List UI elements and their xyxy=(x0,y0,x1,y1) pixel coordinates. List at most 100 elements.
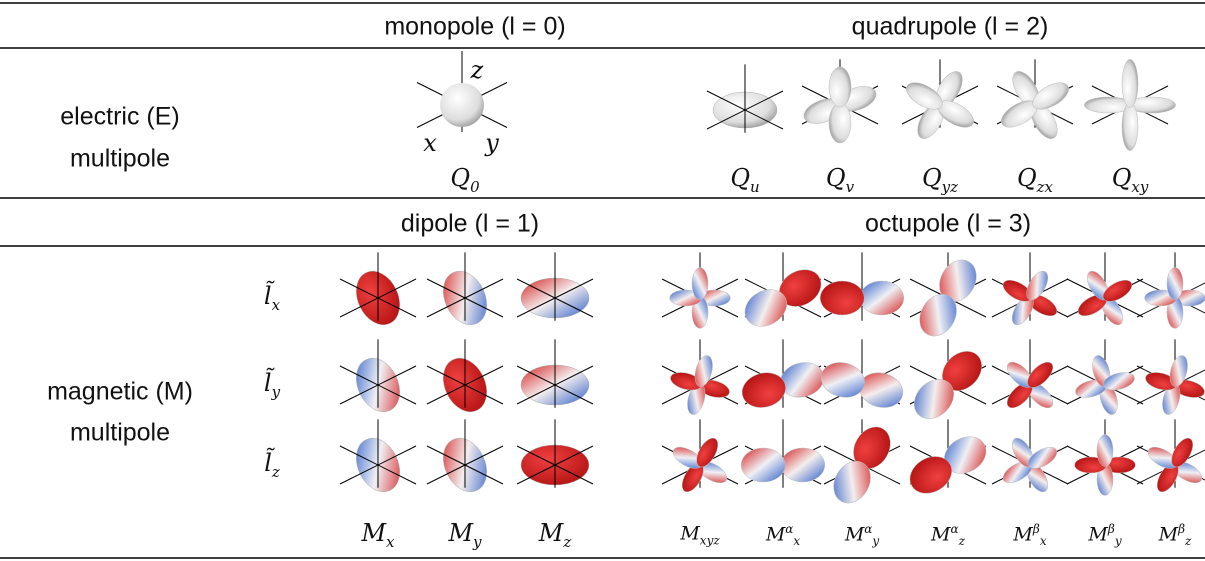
orbital-shape xyxy=(427,252,503,331)
math-label: Qzx xyxy=(1017,164,1053,196)
label-part: l̃ xyxy=(264,449,272,477)
orbital-shape xyxy=(906,339,989,426)
orbital-shape xyxy=(910,252,986,342)
label-part: l̃ xyxy=(264,282,272,310)
row-label: multipole xyxy=(70,145,170,174)
row-label: magnetic (M) xyxy=(47,378,193,407)
orbital-shape xyxy=(992,339,1068,412)
orbital-shape xyxy=(417,51,507,132)
orbital-shape xyxy=(662,339,738,416)
orbital-shape xyxy=(817,339,907,412)
orbital-shape xyxy=(824,419,900,509)
label-part: x xyxy=(1040,534,1047,548)
label-part: x xyxy=(793,534,800,548)
orbital-shape xyxy=(992,252,1068,328)
orbital-shape xyxy=(1084,59,1175,150)
math-label: l̃y xyxy=(264,369,280,401)
label-part: 0 xyxy=(470,178,480,196)
label-part: Q xyxy=(826,164,846,192)
orbital-shape xyxy=(427,339,503,418)
row-label: multipole xyxy=(70,419,170,448)
orbital-shape xyxy=(707,64,783,132)
orbital-shape xyxy=(340,419,416,498)
label-part: x xyxy=(272,296,280,314)
orbital-shape xyxy=(1137,252,1205,328)
orbital-shape xyxy=(662,419,738,495)
label-part: yz xyxy=(942,178,958,196)
math-label: Mx xyxy=(361,519,394,551)
orbital-shape xyxy=(820,252,904,320)
label-part: Q xyxy=(1112,164,1132,192)
label-part: z xyxy=(959,534,965,548)
header: dipole (l = 1) xyxy=(401,210,539,239)
label-part: M xyxy=(766,523,785,545)
math-label: Qv xyxy=(826,164,854,196)
math-label: Qyz xyxy=(922,164,958,196)
orbital-shape xyxy=(903,419,992,500)
label-part: zx xyxy=(1037,178,1053,196)
orbital-shape xyxy=(902,59,978,143)
orbital-shape xyxy=(1067,339,1143,416)
label-part: α xyxy=(951,522,959,536)
label-part: M xyxy=(845,523,864,545)
orbital-shape xyxy=(340,339,416,418)
math-label: Qxy xyxy=(1112,164,1149,196)
math-label: Q0 xyxy=(450,164,479,196)
label-part: z xyxy=(563,533,571,551)
orbital-shape xyxy=(801,59,880,143)
header: quadrupole (l = 2) xyxy=(852,13,1049,42)
orbital-shape xyxy=(997,59,1073,143)
label-part: xyz xyxy=(700,533,720,547)
label-part: α xyxy=(864,522,872,536)
math-label: Mβz xyxy=(1159,522,1192,548)
label-part: x xyxy=(386,533,394,551)
math-label: Mz xyxy=(539,519,571,551)
math-label: Mβx xyxy=(1013,522,1046,548)
orbital-shape xyxy=(1067,252,1143,328)
orbital-shape xyxy=(517,339,593,407)
label-part: Q xyxy=(1017,164,1037,192)
orbital-shape xyxy=(992,419,1068,495)
orbital-shape xyxy=(741,419,825,487)
orbital-shape xyxy=(738,252,827,333)
label-part: M xyxy=(539,519,564,547)
header: monopole (l = 0) xyxy=(384,13,565,42)
orbital-shape xyxy=(427,419,503,498)
label-part: z xyxy=(272,463,280,481)
math-label: Mβy xyxy=(1088,522,1121,548)
label-part: Q xyxy=(450,164,470,192)
figure-table: monopole (l = 0) quadrupole (l = 2) elec… xyxy=(0,0,1205,561)
header: octupole (l = 3) xyxy=(865,210,1031,239)
math-label: Mαz xyxy=(931,522,965,548)
orbital-shape xyxy=(1067,419,1143,495)
label-part: M xyxy=(931,523,950,545)
axis-label: x xyxy=(423,129,437,157)
math-label: l̃z xyxy=(264,449,280,481)
orbital-shape xyxy=(738,339,828,412)
axis-label: y xyxy=(485,129,499,157)
axis-label: z xyxy=(471,56,484,84)
label-part: y xyxy=(272,383,280,401)
figure-graphics xyxy=(0,0,1205,561)
orbital-shape xyxy=(517,252,593,320)
math-label: My xyxy=(448,519,481,551)
label-part: y xyxy=(872,534,879,548)
orbital-shape xyxy=(1137,419,1205,495)
label-part: α xyxy=(785,522,793,536)
orbital-shape xyxy=(1137,339,1205,416)
label-part: l̃ xyxy=(264,369,272,397)
row-label: electric (E) xyxy=(60,103,179,132)
label-part: M xyxy=(361,519,386,547)
orbital-shape xyxy=(517,419,593,487)
label-part: z xyxy=(1185,534,1191,548)
math-label: l̃x xyxy=(264,282,280,314)
orbital-shape xyxy=(662,252,738,328)
math-label: Qu xyxy=(730,164,759,196)
label-part: Q xyxy=(922,164,942,192)
label-part: M xyxy=(1013,523,1032,545)
math-label: Mxyz xyxy=(680,523,719,548)
label-part: M xyxy=(1088,523,1107,545)
label-part: M xyxy=(448,519,473,547)
orbital-shape xyxy=(340,252,416,331)
label-part: u xyxy=(750,178,760,196)
